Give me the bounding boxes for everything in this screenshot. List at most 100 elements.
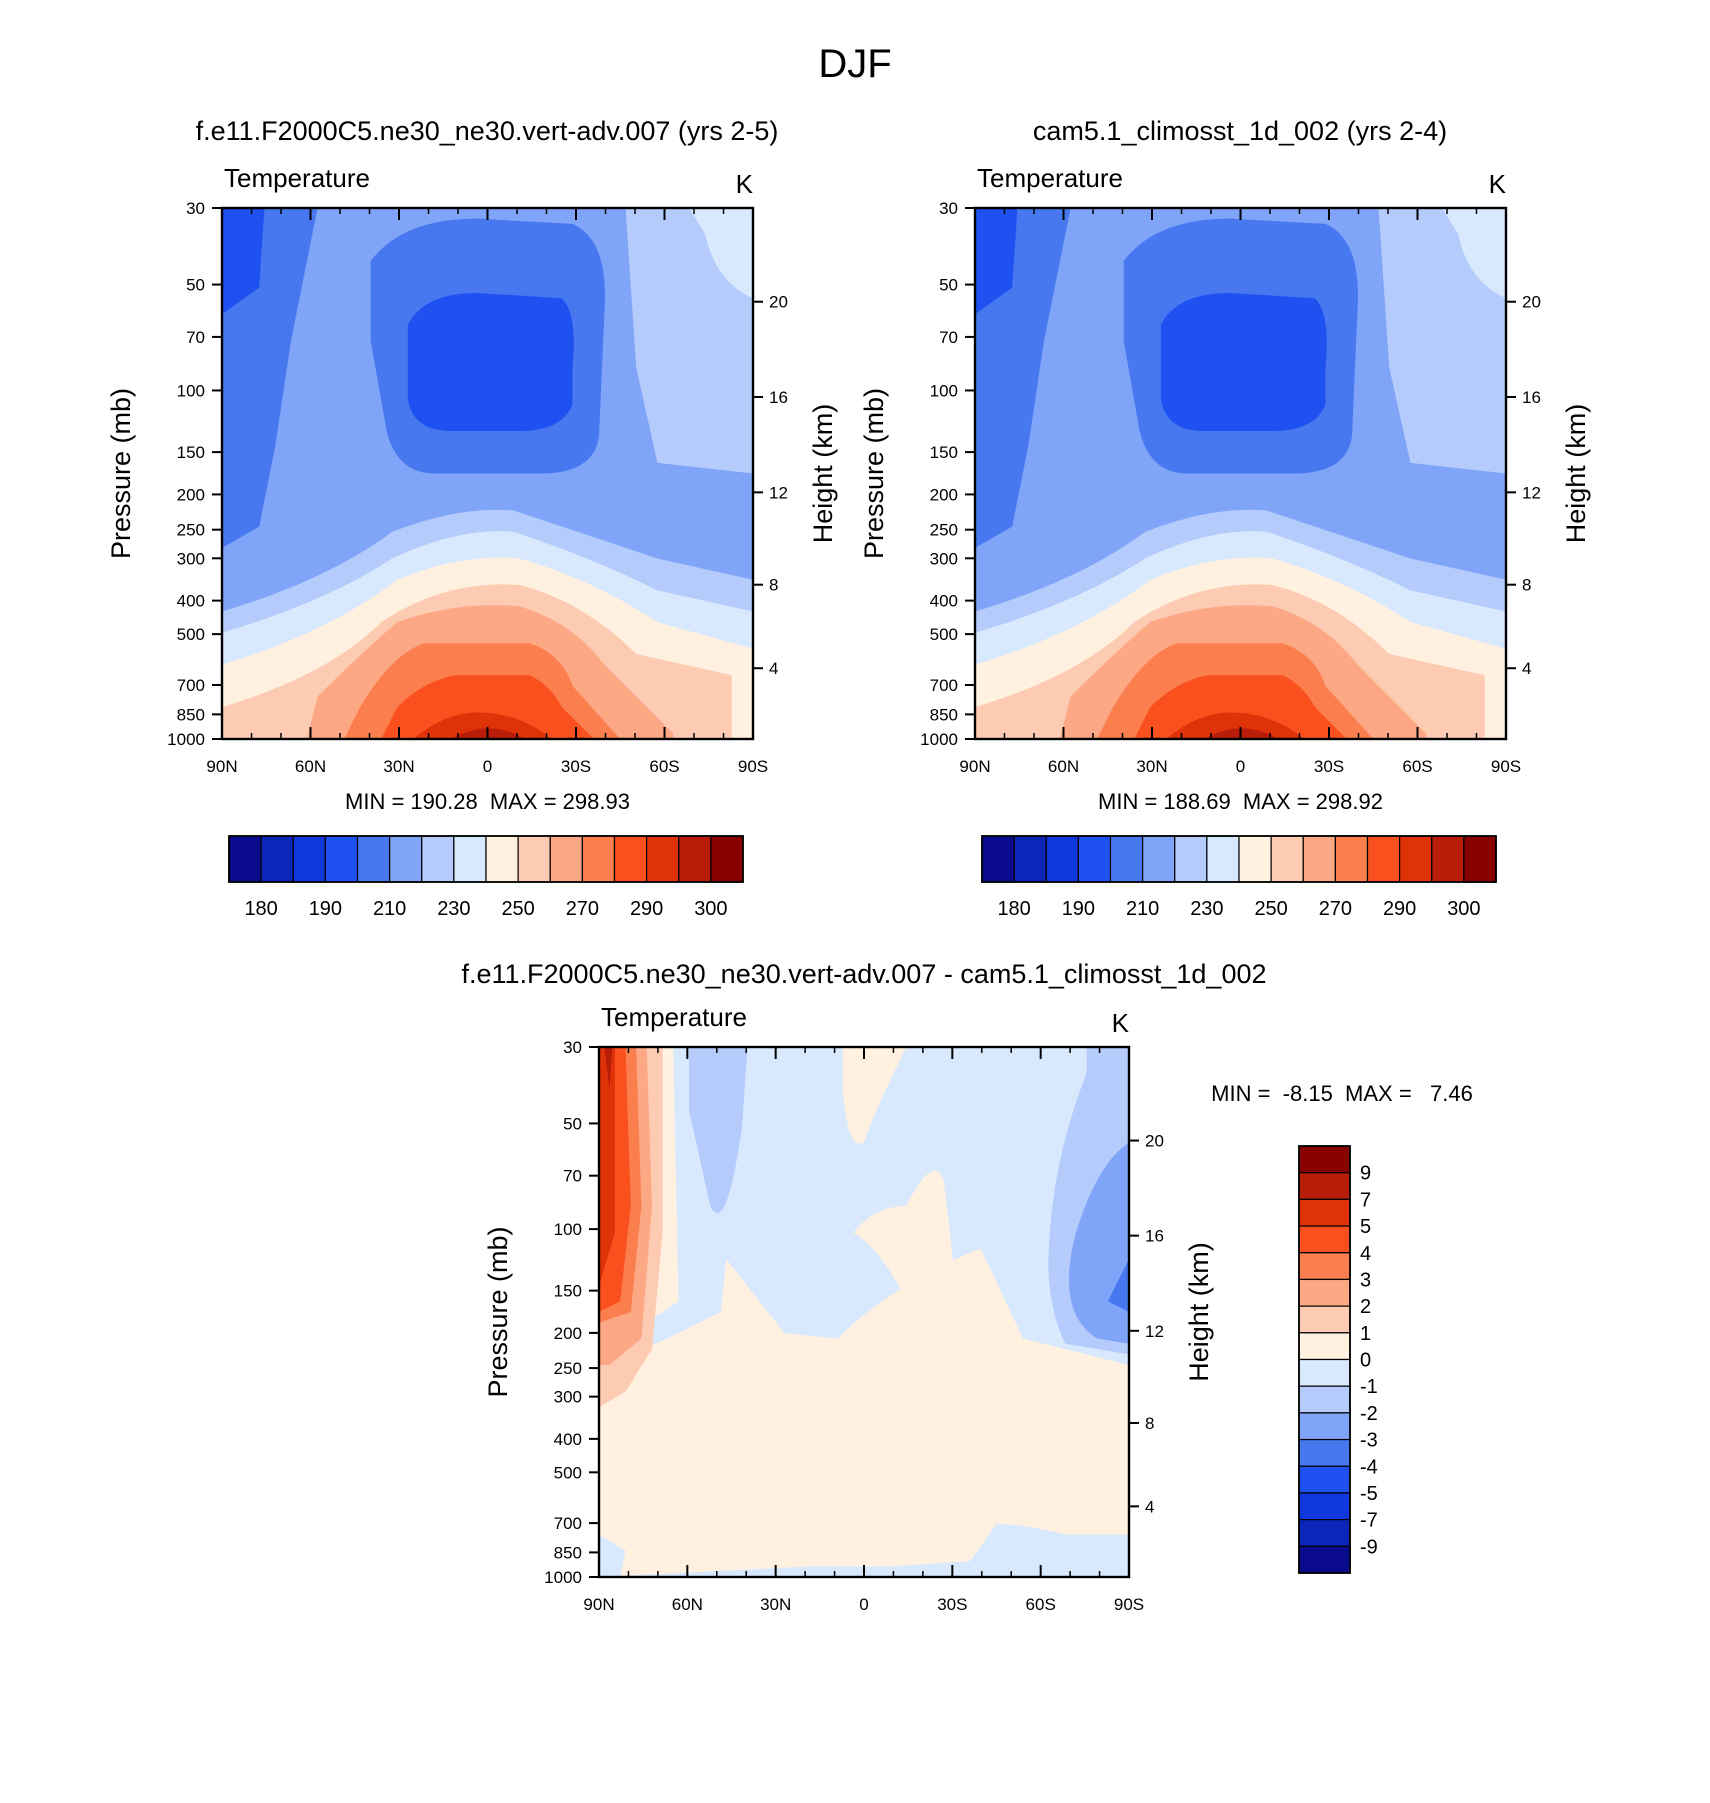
variable-label: Temperature: [977, 163, 1123, 193]
pressure-tick-label: 250: [177, 521, 205, 540]
pressure-tick-label: 50: [186, 276, 205, 295]
colorbar-label: 230: [1190, 898, 1223, 920]
colorbar-label: 290: [1383, 898, 1416, 920]
x-tick-label: 60N: [672, 1595, 703, 1614]
colorbar-box: [421, 835, 455, 883]
colorbar-label: 9: [1360, 1163, 1371, 1185]
colorbar-box: [1298, 1492, 1351, 1521]
contour-band: [381, 675, 594, 739]
contour-band: [1442, 208, 1506, 299]
min-max-label: MIN = 188.69 MAX = 298.92: [1098, 789, 1383, 814]
x-tick-label: 30N: [383, 757, 414, 776]
colorbar-label: 250: [501, 898, 534, 920]
pressure-tick-label: 500: [177, 625, 205, 644]
colorbar-box: [646, 835, 680, 883]
colorbar-label: 2: [1360, 1296, 1371, 1318]
colorbar-box: [1045, 835, 1079, 883]
variable-label: Temperature: [601, 1002, 747, 1032]
panel-model-b: cam5.1_climosst_1d_002 (yrs 2-4) Temperat…: [859, 116, 1591, 920]
pressure-tick-label: 70: [186, 328, 205, 347]
y-axis-title-right: Height (km): [808, 404, 838, 544]
y-axis-title-right: Height (km): [1184, 1242, 1214, 1382]
colorbar-label: 5: [1360, 1216, 1371, 1238]
colorbar-box: [581, 835, 616, 883]
height-tick-label: 4: [1145, 1497, 1154, 1516]
units-label: K: [736, 169, 754, 199]
contour-band: [407, 292, 574, 432]
pressure-tick-label: 700: [930, 676, 958, 695]
pressure-tick-label: 70: [563, 1167, 582, 1186]
panel-title: cam5.1_climosst_1d_002 (yrs 2-4): [1033, 116, 1447, 146]
x-tick-label: 30S: [1314, 757, 1344, 776]
colorbar-frame: [228, 835, 744, 883]
colorbar-label: 1: [1360, 1323, 1371, 1345]
x-tick-label: 0: [483, 757, 492, 776]
colorbar-label: -4: [1360, 1456, 1378, 1478]
colorbar-box: [1399, 835, 1433, 883]
pressure-tick-label: 30: [563, 1038, 582, 1057]
pressure-tick-label: 50: [563, 1114, 582, 1133]
colorbar-label: 230: [437, 898, 470, 920]
colorbar-label: 180: [244, 898, 277, 920]
colorbar-box: [1366, 835, 1401, 883]
colorbar-label: 250: [1254, 898, 1287, 920]
pressure-tick-label: 300: [554, 1388, 582, 1407]
pressure-tick-label: 200: [930, 485, 958, 504]
colorbar-box: [710, 835, 744, 883]
contour-band: [222, 208, 265, 315]
colorbar-box: [1013, 835, 1047, 883]
pressure-tick-label: 150: [930, 443, 958, 462]
pressure-tick-label: 50: [939, 276, 958, 295]
contour-field: [975, 208, 1506, 739]
colorbar-frame: [1298, 1145, 1351, 1574]
pressure-tick-label: 100: [554, 1220, 582, 1239]
colorbar-label: -3: [1360, 1430, 1378, 1452]
colorbar-label: 210: [373, 898, 406, 920]
pressure-tick-label: 30: [186, 199, 205, 218]
colorbar-box: [1298, 1519, 1351, 1547]
colorbar-box: [1270, 835, 1304, 883]
colorbar-box: [1298, 1145, 1351, 1174]
panel-model-a: f.e11.F2000C5.ne30_ne30.vert-adv.007 (yr…: [106, 116, 838, 920]
colorbar-label: 270: [1319, 898, 1352, 920]
colorbar-frame: [981, 835, 1497, 883]
pressure-tick-label: 30: [939, 199, 958, 218]
pressure-tick-label: 850: [930, 705, 958, 724]
x-tick-label: 90N: [583, 1595, 614, 1614]
pressure-tick-label: 300: [177, 549, 205, 568]
pressure-tick-label: 200: [177, 485, 205, 504]
height-tick-label: 4: [1522, 659, 1531, 678]
pressure-tick-label: 150: [177, 443, 205, 462]
colorbar-box: [1077, 835, 1112, 883]
contour-band: [689, 208, 753, 299]
colorbar-label: 290: [630, 898, 663, 920]
pressure-tick-label: 700: [177, 676, 205, 695]
colorbar-box: [1298, 1332, 1351, 1361]
x-tick-label: 0: [1236, 757, 1245, 776]
colorbar-box: [260, 835, 294, 883]
colorbar-box: [1298, 1252, 1351, 1281]
colorbar-label: -5: [1360, 1483, 1378, 1505]
height-tick-label: 4: [769, 659, 778, 678]
pressure-tick-label: 500: [554, 1463, 582, 1482]
contour-field: [222, 208, 753, 739]
pressure-tick-label: 200: [554, 1324, 582, 1343]
x-tick-label: 30S: [561, 757, 591, 776]
contour-band: [599, 1248, 1129, 1577]
colorbar-box: [1206, 835, 1240, 883]
colorbar-label: 190: [1062, 898, 1095, 920]
pressure-tick-label: 1000: [920, 730, 958, 749]
colorbar-box: [1238, 835, 1272, 883]
x-tick-label: 60N: [295, 757, 326, 776]
height-tick-label: 8: [769, 576, 778, 595]
x-tick-label: 60S: [649, 757, 679, 776]
height-tick-label: 8: [1145, 1414, 1154, 1433]
x-tick-label: 30S: [937, 1595, 967, 1614]
colorbar-box: [1298, 1545, 1351, 1574]
colorbar-box: [1298, 1385, 1351, 1414]
colorbar-box: [1298, 1278, 1351, 1307]
height-tick-label: 20: [1522, 293, 1541, 312]
colorbar-label: 300: [694, 898, 727, 920]
colorbar-box: [1298, 1198, 1351, 1227]
